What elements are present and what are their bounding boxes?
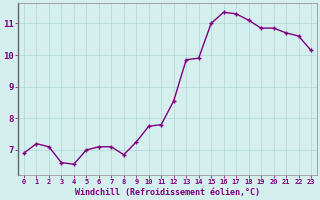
X-axis label: Windchill (Refroidissement éolien,°C): Windchill (Refroidissement éolien,°C) [75,188,260,197]
